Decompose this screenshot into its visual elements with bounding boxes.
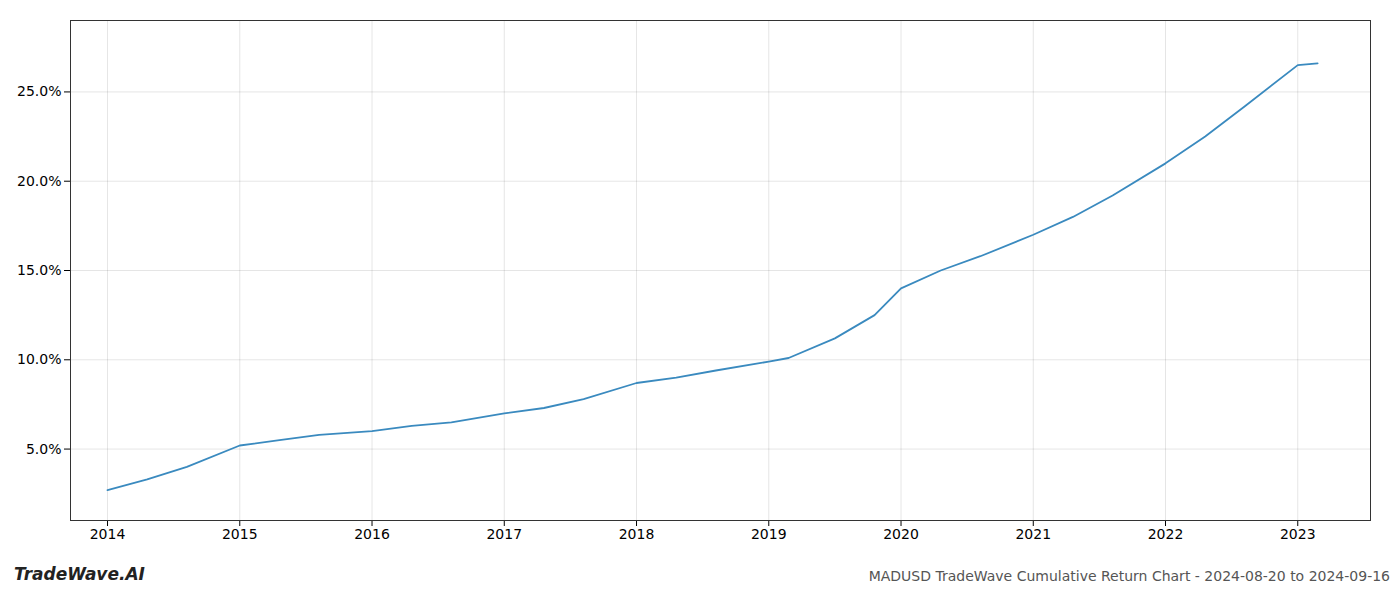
svg-text:2020: 2020 — [883, 526, 919, 542]
svg-text:2018: 2018 — [619, 526, 655, 542]
svg-text:5.0%: 5.0% — [26, 441, 62, 457]
svg-text:2019: 2019 — [751, 526, 787, 542]
svg-text:2023: 2023 — [1280, 526, 1316, 542]
svg-text:2016: 2016 — [354, 526, 390, 542]
svg-text:2022: 2022 — [1148, 526, 1184, 542]
svg-text:10.0%: 10.0% — [17, 351, 61, 367]
svg-text:2014: 2014 — [90, 526, 126, 542]
html-text:TradeWave.AI: TradeWave.AI — [14, 564, 145, 584]
svg-text:15.0%: 15.0% — [17, 262, 61, 278]
svg-text:2017: 2017 — [486, 526, 522, 542]
html-text:MADUSD TradeWave Cumulative Re: MADUSD TradeWave Cumulative Return Chart… — [868, 568, 1390, 584]
svg-text:25.0%: 25.0% — [17, 83, 61, 99]
svg-text:2021: 2021 — [1015, 526, 1051, 542]
svg-text:2015: 2015 — [222, 526, 258, 542]
svg-text:20.0%: 20.0% — [17, 173, 61, 189]
